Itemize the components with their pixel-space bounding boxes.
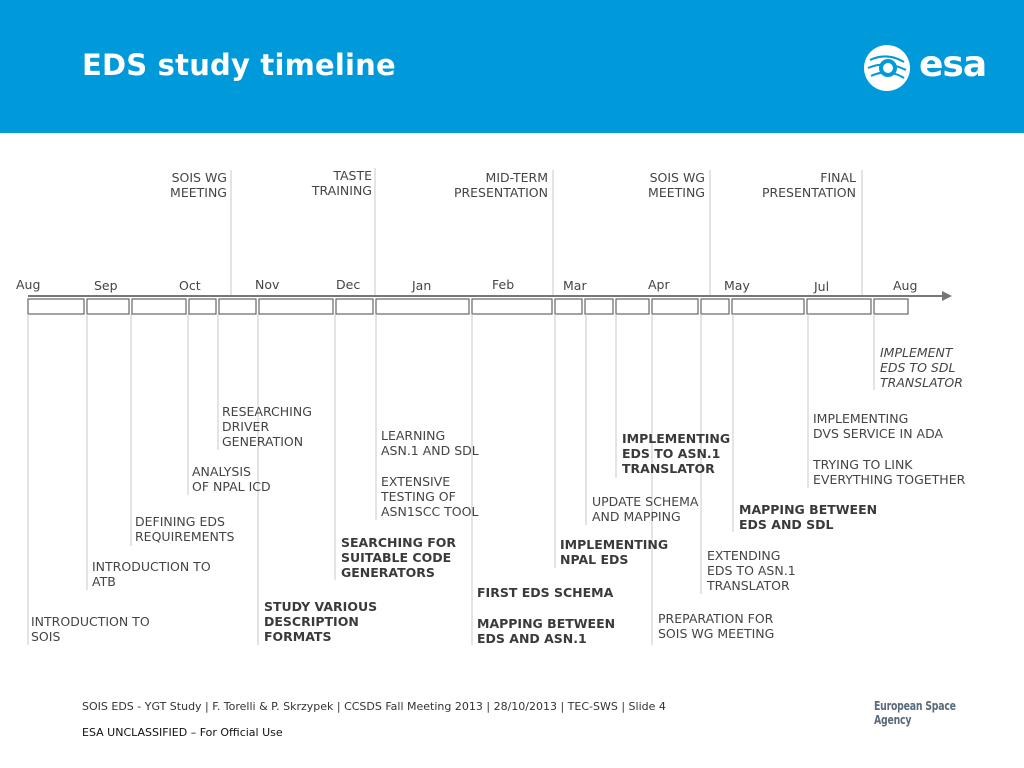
page-title: EDS study timeline [82, 48, 396, 82]
month-label: Apr [648, 277, 670, 292]
task-label: PREPARATION FOR SOIS WG MEETING [658, 611, 775, 641]
footer-classification: ESA UNCLASSIFIED – For Official Use [82, 726, 283, 739]
timeline-segment [700, 298, 730, 315]
esa-logo-icon [864, 45, 910, 91]
milestone-label: FINAL PRESENTATION [761, 170, 856, 200]
task-label: FIRST EDS SCHEMA [477, 585, 614, 600]
timeline-segment [651, 298, 699, 315]
milestone-label: SOIS WG MEETING [648, 170, 705, 200]
task-label: SEARCHING FOR SUITABLE CODE GENERATORS [341, 535, 456, 580]
task-label: IMPLEMENT EDS TO SDL TRANSLATOR [880, 345, 963, 390]
timeline-segment [731, 298, 805, 315]
timeline-segment [27, 298, 85, 315]
month-label: Jul [814, 279, 830, 294]
milestone-label: TASTE TRAINING [311, 168, 372, 198]
axis-arrowhead [942, 291, 952, 301]
task-label: LEARNING ASN.1 AND SDL [381, 428, 479, 458]
task-label: MAPPING BETWEEN EDS AND SDL [739, 502, 878, 532]
timeline-segment [873, 298, 909, 315]
month-label: Sep [94, 278, 118, 293]
month-label: Nov [255, 277, 280, 292]
timeline-segment [86, 298, 130, 315]
timeline-segment [584, 298, 614, 315]
footer-citation: SOIS EDS - YGT Study | F. Torelli & P. S… [82, 700, 666, 713]
timeline-segment [131, 298, 187, 315]
timeline-segment [554, 298, 583, 315]
month-label: May [724, 278, 750, 293]
task-label: EXTENDING EDS TO ASN.1 TRANSLATOR [707, 548, 796, 593]
month-label: Aug [16, 277, 41, 292]
agency-name: European Space Agency [874, 699, 956, 727]
timeline-segment [188, 298, 217, 315]
header-bar: EDS study timeline esa [0, 0, 1024, 133]
task-label: DEFINING EDS REQUIREMENTS [135, 514, 235, 544]
timeline-segment [471, 298, 553, 315]
month-label: Feb [492, 277, 515, 292]
task-label: MAPPING BETWEEN EDS AND ASN.1 [477, 616, 616, 646]
timeline-segment [335, 298, 374, 315]
month-label: Oct [179, 278, 201, 293]
task-label: TRYING TO LINK EVERYTHING TOGETHER [813, 457, 966, 487]
milestone-label: SOIS WG MEETING [170, 170, 227, 200]
month-label: Aug [893, 278, 918, 293]
timeline-segment [806, 298, 872, 315]
month-label: Mar [563, 278, 587, 293]
task-label: IMPLEMENTING DVS SERVICE IN ADA [813, 411, 944, 441]
task-label: EXTENSIVE TESTING OF ASN1SCC TOOL [381, 474, 479, 519]
month-label: Jan [412, 278, 432, 293]
task-label: INTRODUCTION TO ATB [92, 559, 211, 589]
task-label: IMPLEMENTING EDS TO ASN.1 TRANSLATOR [622, 431, 731, 476]
logo-text: esa [919, 44, 987, 85]
task-label: IMPLEMENTING NPAL EDS [560, 537, 669, 567]
timeline-segment [218, 298, 257, 315]
task-label: ANALYSIS OF NPAL ICD [192, 464, 271, 494]
milestone-label: MID-TERM PRESENTATION [453, 170, 548, 200]
task-label: STUDY VARIOUS DESCRIPTION FORMATS [264, 599, 378, 644]
timeline-segment [258, 298, 334, 315]
task-label: RESEARCHING DRIVER GENERATION [222, 404, 312, 449]
timeline-segment [615, 298, 650, 315]
task-label: UPDATE SCHEMA AND MAPPING [592, 494, 699, 524]
timeline-segment [375, 298, 470, 315]
month-label: Dec [336, 277, 361, 292]
task-label: INTRODUCTION TO SOIS [31, 614, 150, 644]
